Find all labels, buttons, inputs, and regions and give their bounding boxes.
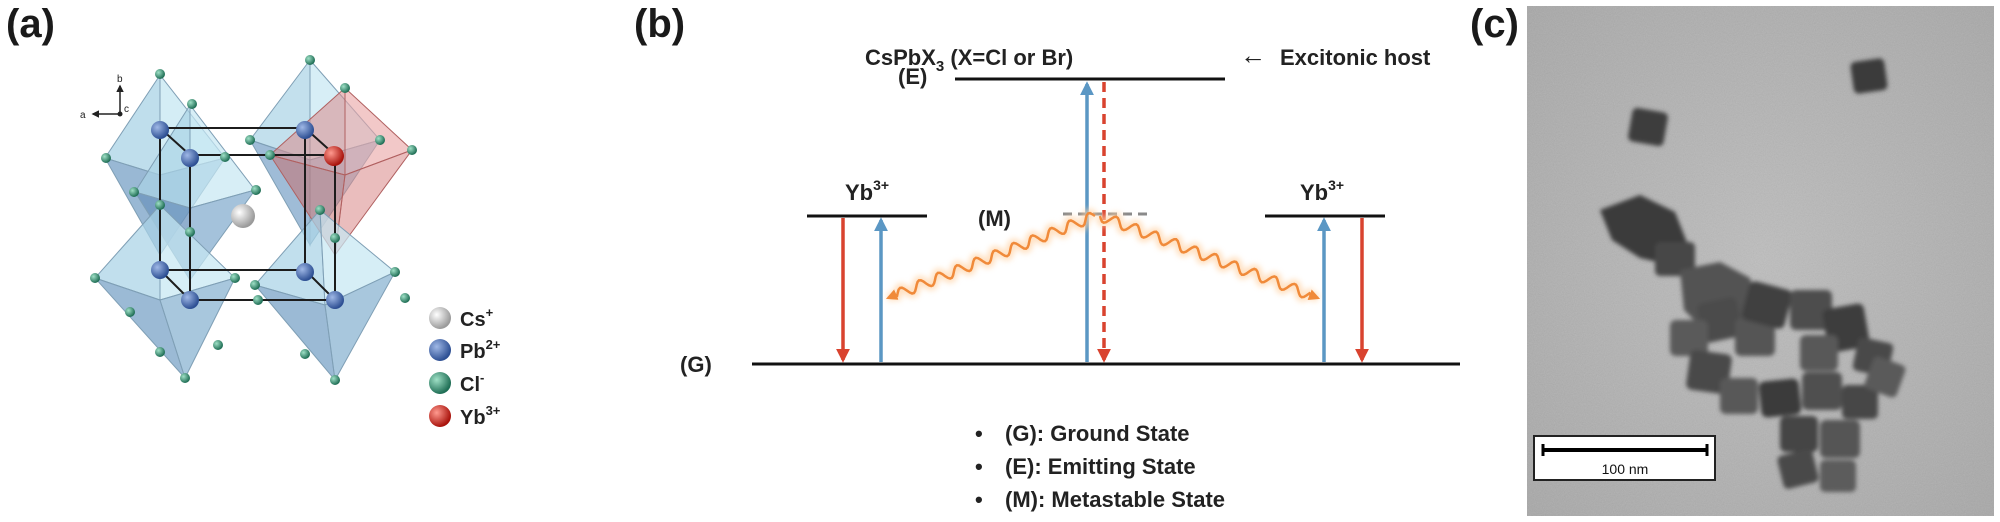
scale-bar: 100 nm [1533,435,1716,481]
energy-transfer-left [885,208,1098,303]
crystal-structure: b a c [80,55,501,429]
legend-label-cl: Cl [460,374,480,396]
scale-bar-label: 100 nm [1602,461,1649,477]
legend-item-yb: Yb3+ [429,403,501,429]
nanocrystals [1600,58,1906,492]
svg-text:Cs+: Cs+ [460,305,494,331]
svg-text:Cl-: Cl- [460,370,484,396]
tem-image: 100 nm [1527,6,1994,516]
axis-label-b: b [117,74,123,85]
legend-item-pb: Pb2+ [429,337,501,363]
legend-item-cs: Cs+ [429,305,494,331]
note-ground-state: (G): Ground State [1005,421,1190,446]
panel-label-b: (b) [634,2,686,46]
tem-noise [1527,6,1994,516]
host-arrow: ← [1240,40,1266,70]
legend-label-cs: Cs [460,309,486,331]
svg-text:Yb3+: Yb3+ [460,403,501,429]
axis-indicator: b a c [80,74,129,121]
yb-atom [324,146,344,166]
pb-atoms [151,121,344,309]
octahedron [253,208,397,382]
level-g-label: (G) [680,352,712,377]
legend-charge-yb: 3+ [486,403,501,418]
state-notes: • (G): Ground State • (E): Emitting Stat… [975,421,1225,512]
panel-label-c: (c) [1470,2,1519,46]
yb-right-label: Yb3+ [1300,177,1344,205]
legend-label-pb: Pb [460,341,486,363]
legend-charge-pb: 2+ [486,337,501,352]
level-e-label: (E) [898,64,927,89]
note-metastable-state: (M): Metastable State [1005,487,1225,512]
axis-label-c: c [124,104,129,115]
axis-label-a: a [80,110,86,121]
host-note: Excitonic host [1280,45,1431,70]
cl-atoms [90,55,417,385]
energy-transfer-right [1095,212,1321,303]
crystal-legend: Cs+ Pb2+ Cl- Yb3+ [429,305,501,429]
svg-text:Pb2+: Pb2+ [460,337,501,363]
note-bullet: • [975,454,983,479]
cs-atom [231,204,255,228]
legend-label-yb: Yb [460,407,486,429]
energy-diagram: CsPbX3 (X=Cl or Br) ← Excitonic host (E)… [680,40,1460,512]
yb-left-label: Yb3+ [845,177,889,205]
legend-item-cl: Cl- [429,370,484,396]
note-emitting-state: (E): Emitting State [1005,454,1196,479]
panel-label-a: (a) [6,2,55,46]
legend-charge-cl: - [480,370,484,385]
legend-charge-cs: + [486,305,494,320]
host-formula: CsPbX3 (X=Cl or Br) [865,45,1073,75]
note-bullet: • [975,487,983,512]
note-bullet: • [975,421,983,446]
level-m-label: (M) [978,206,1011,231]
